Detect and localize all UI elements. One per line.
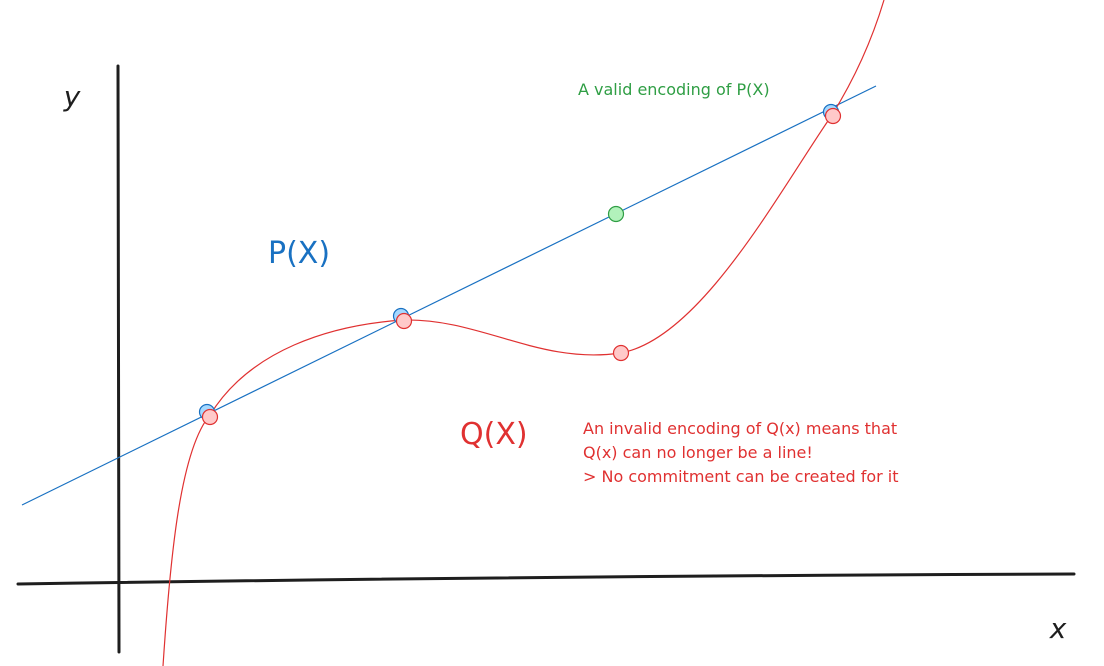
y-axis-label: y	[63, 80, 81, 113]
invalid-annotation: > No commitment can be created for it	[583, 467, 899, 486]
q-point	[824, 107, 842, 125]
points	[198, 103, 842, 426]
q-point	[612, 344, 630, 362]
valid-point	[607, 205, 625, 223]
p-label: P(X)	[268, 236, 330, 271]
q-point	[201, 408, 219, 426]
x-axis-label: x	[1049, 612, 1067, 645]
invalid-annotation: An invalid encoding of Q(x) means that	[583, 419, 897, 438]
p-line	[21, 85, 877, 506]
q-label: Q(X)	[460, 417, 528, 452]
x-axis	[16, 572, 1076, 586]
invalid-annotation: Q(x) can no longer be a line!	[583, 443, 813, 462]
q-point	[395, 312, 413, 330]
y-axis	[116, 64, 121, 654]
valid-annotation: A valid encoding of P(X)	[578, 80, 770, 99]
